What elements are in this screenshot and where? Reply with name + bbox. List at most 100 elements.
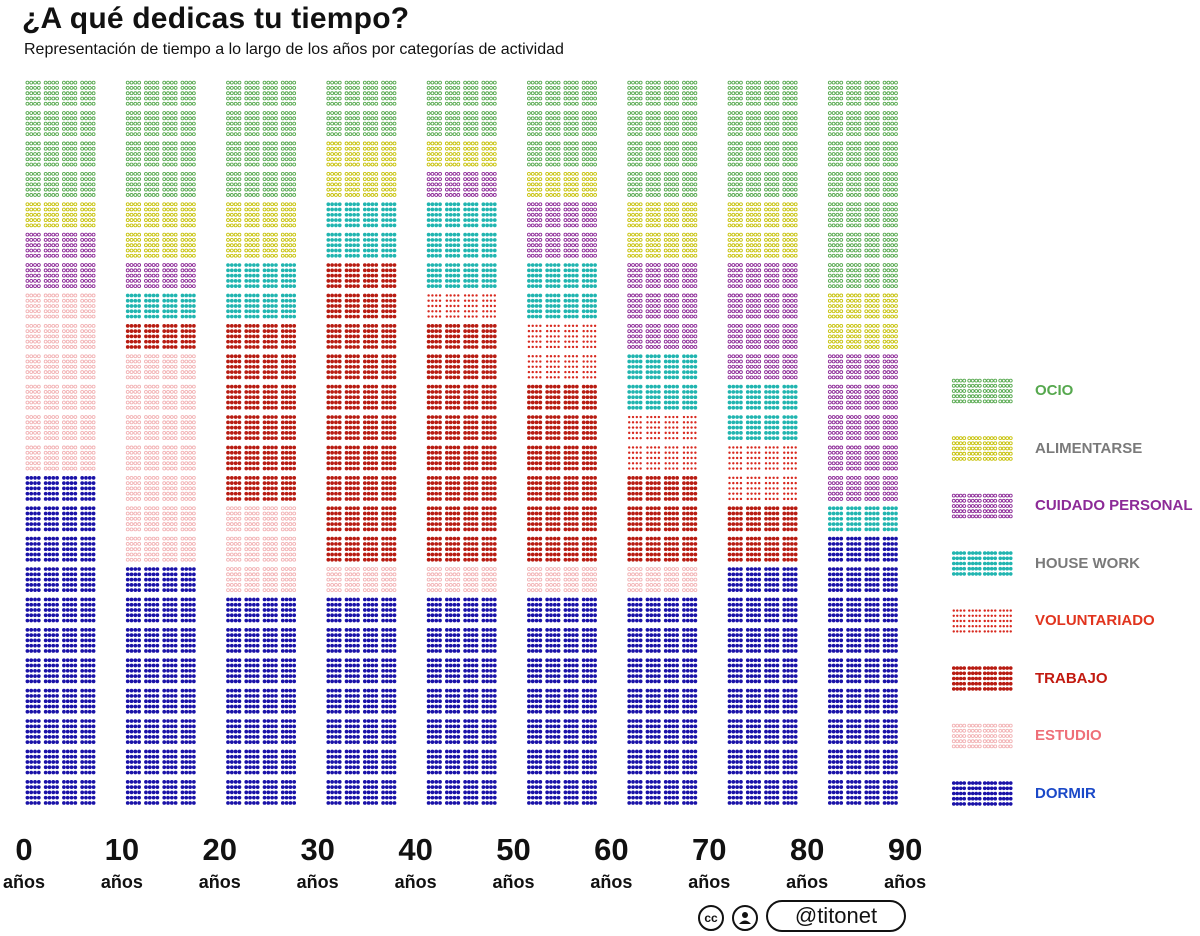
hour-block-dormir: [426, 688, 497, 714]
hour-block-dormir: [827, 536, 898, 562]
age-unit-label: años: [688, 872, 731, 892]
hour-block-dormir: [25, 567, 96, 593]
hour-block-trabajo: [226, 445, 297, 471]
chart-title: ¿A qué dedicas tu tiempo?: [22, 2, 410, 35]
age-column-50: [527, 80, 597, 805]
hour-block-dormir: [827, 749, 898, 775]
age-unit-label: años: [492, 872, 535, 892]
age-unit-label: años: [394, 872, 437, 892]
hour-block-dormir: [727, 597, 798, 623]
hour-block-dormir: [827, 779, 898, 805]
hour-block-dormir: [426, 597, 497, 623]
hour-block-ocio: [627, 171, 698, 197]
hour-block-trabajo: [426, 354, 497, 380]
hour-block-estudio: [25, 415, 96, 441]
hour-block-dormir: [527, 658, 597, 684]
hour-block-ocio: [627, 111, 698, 137]
hour-block-cuidado-personal: [527, 232, 597, 258]
hour-block-voluntariado: [728, 446, 797, 470]
hour-block-estudio: [125, 536, 196, 562]
legend-label: VOLUNTARIADO: [1035, 612, 1155, 629]
hour-block-dormir: [827, 597, 898, 623]
age-column-0: [25, 80, 96, 805]
hour-block-dormir: [426, 658, 497, 684]
age-column-40: [426, 80, 497, 805]
hour-block-trabajo: [226, 354, 297, 380]
hour-block-trabajo: [426, 536, 497, 562]
age-column-70: [727, 80, 798, 805]
hour-block-house-work: [727, 415, 798, 441]
hour-block-cuidado-personal: [827, 354, 898, 380]
hour-block-voluntariado: [628, 415, 697, 440]
hour-block-dormir: [125, 688, 196, 714]
hour-block-dormir: [125, 749, 196, 775]
hour-block-dormir: [326, 749, 397, 775]
hour-block-dormir: [25, 779, 96, 805]
hour-block-ocio: [125, 171, 196, 197]
cc-license-icon: cc: [698, 905, 724, 931]
hour-block-trabajo: [326, 415, 397, 441]
hour-block-dormir: [25, 627, 96, 653]
hour-block-alimentarse: [426, 141, 497, 167]
hour-block-trabajo: [426, 445, 497, 471]
hour-block-voluntariado: [728, 476, 797, 501]
hour-block-alimentarse: [627, 202, 698, 228]
hour-block-dormir: [727, 719, 798, 745]
hour-block-voluntariado: [628, 446, 697, 470]
hour-block-dormir: [25, 719, 96, 745]
hour-block-ocio: [25, 80, 96, 106]
hour-block-trabajo: [426, 415, 497, 441]
hour-block-ocio: [25, 171, 96, 197]
hour-block-dormir: [627, 749, 698, 775]
age-column-60: [627, 80, 698, 805]
hour-block-trabajo: [326, 354, 397, 380]
hour-block-house-work: [426, 202, 497, 228]
hour-block-trabajo: [527, 384, 597, 410]
hour-block-dormir: [426, 627, 497, 653]
hour-block-alimentarse: [827, 323, 898, 349]
hour-block-trabajo: [326, 475, 397, 501]
hour-block-dormir: [226, 688, 297, 714]
hour-block-dormir: [125, 658, 196, 684]
hour-block-alimentarse: [25, 202, 96, 228]
hour-block-dormir: [426, 719, 497, 745]
legend-label: OCIO: [1035, 382, 1074, 399]
hour-block-house-work: [527, 293, 597, 319]
hour-block-trabajo: [527, 506, 597, 532]
hour-block-cuidado-personal: [727, 354, 798, 380]
hour-block-dormir: [25, 749, 96, 775]
attribution-person-icon: [732, 905, 758, 931]
author-handle[interactable]: @titonet: [766, 900, 906, 932]
legend-swatch-trabajo: [951, 666, 1013, 691]
hour-block-trabajo: [527, 445, 597, 471]
hour-block-trabajo: [326, 536, 397, 562]
hour-block-estudio: [25, 323, 96, 349]
hour-block-ocio: [527, 80, 597, 106]
legend-label: TRABAJO: [1035, 669, 1108, 687]
hour-block-alimentarse: [827, 293, 898, 319]
hour-block-dormir: [727, 688, 798, 714]
legend-label: HOUSE WORK: [1035, 554, 1140, 572]
hour-block-alimentarse: [326, 141, 397, 167]
age-column-80: [827, 80, 898, 805]
age-tick-label: 10: [104, 832, 140, 867]
age-column-30: [326, 80, 397, 805]
hour-block-ocio: [627, 80, 698, 106]
legend-label: CUIDADO PERSONAL: [1035, 497, 1193, 514]
hour-block-estudio: [527, 567, 597, 593]
hour-block-cuidado-personal: [627, 293, 698, 319]
hour-block-trabajo: [527, 475, 597, 501]
age-unit-label: años: [786, 872, 829, 892]
hour-block-dormir: [827, 719, 898, 745]
hour-block-trabajo: [627, 475, 698, 501]
hour-block-dormir: [125, 567, 196, 593]
hour-block-cuidado-personal: [727, 293, 798, 319]
hour-block-dormir: [226, 658, 297, 684]
hour-block-ocio: [326, 111, 397, 137]
hour-block-house-work: [426, 232, 497, 258]
hour-block-dormir: [226, 627, 297, 653]
hour-block-trabajo: [326, 445, 397, 471]
legend-label: DORMIR: [1035, 784, 1096, 802]
age-tick-label: 0: [15, 832, 33, 867]
